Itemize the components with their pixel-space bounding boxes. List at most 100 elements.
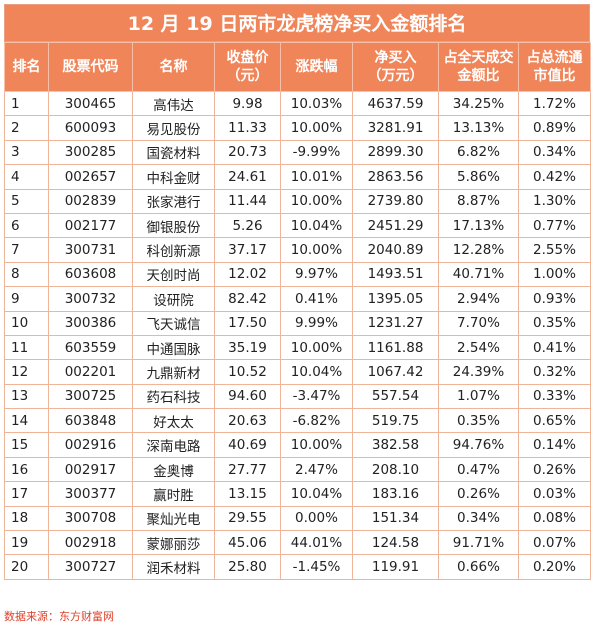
cell-rank: 17 xyxy=(4,481,49,507)
cell-ratio-float: 0.07% xyxy=(518,530,591,556)
header-ratio-turnover: 占全天成交 金额比 xyxy=(438,42,519,92)
cell-ratio-turnover: 5.86% xyxy=(438,164,519,190)
cell-code: 300465 xyxy=(48,90,133,117)
cell-change: 44.01% xyxy=(280,530,353,556)
table-row: 9 300732 设研院 82.42 0.41% 1395.05 2.94% 0.93% xyxy=(4,286,591,312)
cell-net-buy: 1493.51 xyxy=(352,261,439,288)
cell-code: 300377 xyxy=(48,481,133,507)
table-row: 10 300386 飞天诚信 17.50 9.99% 1231.27 7.70% 0.35% xyxy=(4,310,591,336)
cell-ratio-turnover: 17.13% xyxy=(438,212,519,239)
table-row: 1 300465 高伟达 9.98 10.03% 4637.59 34.25% 1.72% xyxy=(4,90,591,117)
cell-code: 300732 xyxy=(48,286,133,312)
table-row: 3 300285 国瓷材料 20.73 -9.99% 2899.30 6.82% 0.34% xyxy=(4,139,591,166)
cell-rank: 5 xyxy=(4,188,49,214)
cell-ratio-turnover: 2.94% xyxy=(438,286,519,312)
header-row: 排名 股票代码 名称 收盘价 （元） 涨跌幅 净买入 （万元） 占全天成交 金额… xyxy=(4,42,591,92)
cell-price: 94.60 xyxy=(214,383,281,410)
cell-change: 9.99% xyxy=(280,310,353,336)
cell-ratio-float: 0.65% xyxy=(518,408,591,434)
cell-change: 10.00% xyxy=(280,334,353,361)
cell-rank: 9 xyxy=(4,286,49,312)
cell-rank: 8 xyxy=(4,261,49,288)
cell-rank: 7 xyxy=(4,237,49,263)
cell-price: 17.50 xyxy=(214,310,281,336)
header-name: 名称 xyxy=(132,42,215,92)
cell-ratio-turnover: 0.47% xyxy=(438,456,519,483)
table-row: 4 002657 中科金财 24.61 10.01% 2863.56 5.86% 0.42% xyxy=(4,164,591,190)
cell-ratio-float: 0.32% xyxy=(518,359,591,385)
cell-code: 300725 xyxy=(48,383,133,410)
cell-change: 0.41% xyxy=(280,286,353,312)
table-row: 8 603608 天创时尚 12.02 9.97% 1493.51 40.71% 1.00% xyxy=(4,261,591,288)
cell-ratio-turnover: 6.82% xyxy=(438,139,519,166)
cell-rank: 2 xyxy=(4,115,49,141)
cell-rank: 10 xyxy=(4,310,49,336)
cell-ratio-float: 0.33% xyxy=(518,383,591,410)
cell-change: -1.45% xyxy=(280,554,353,580)
header-rank: 排名 xyxy=(4,42,49,92)
cell-rank: 15 xyxy=(4,432,49,458)
cell-price: 11.33 xyxy=(214,115,281,141)
cell-price: 12.02 xyxy=(214,261,281,288)
cell-ratio-turnover: 24.39% xyxy=(438,359,519,385)
table-title: 12 月 19 日两市龙虎榜净买入金额排名 xyxy=(4,4,590,42)
cell-change: 0.00% xyxy=(280,505,353,532)
cell-code: 603608 xyxy=(48,261,133,288)
cell-ratio-float: 1.30% xyxy=(518,188,591,214)
cell-price: 24.61 xyxy=(214,164,281,190)
cell-ratio-turnover: 2.54% xyxy=(438,334,519,361)
header-price: 收盘价 （元） xyxy=(214,42,281,92)
cell-net-buy: 2899.30 xyxy=(352,139,439,166)
cell-name: 润禾材料 xyxy=(132,554,215,580)
cell-rank: 16 xyxy=(4,456,49,483)
cell-name: 飞天诚信 xyxy=(132,310,215,336)
cell-net-buy: 557.54 xyxy=(352,383,439,410)
cell-change: -6.82% xyxy=(280,408,353,434)
table-row: 2 600093 易见股份 11.33 10.00% 3281.91 13.13% 0.89% xyxy=(4,115,591,141)
cell-ratio-float: 0.35% xyxy=(518,310,591,336)
cell-code: 300731 xyxy=(48,237,133,263)
cell-name: 中通国脉 xyxy=(132,334,215,361)
table-row: 6 002177 御银股份 5.26 10.04% 2451.29 17.13% 0.77% xyxy=(4,212,591,239)
cell-ratio-float: 0.03% xyxy=(518,481,591,507)
cell-name: 赢时胜 xyxy=(132,481,215,507)
cell-price: 20.63 xyxy=(214,408,281,434)
table-row: 11 603559 中通国脉 35.19 10.00% 1161.88 2.54% 0.41% xyxy=(4,334,591,361)
cell-name: 张家港行 xyxy=(132,188,215,214)
cell-ratio-float: 1.72% xyxy=(518,90,591,117)
cell-code: 002201 xyxy=(48,359,133,385)
cell-name: 设研院 xyxy=(132,286,215,312)
cell-price: 45.06 xyxy=(214,530,281,556)
cell-price: 40.69 xyxy=(214,432,281,458)
cell-code: 300727 xyxy=(48,554,133,580)
cell-net-buy: 2451.29 xyxy=(352,212,439,239)
cell-ratio-float: 0.93% xyxy=(518,286,591,312)
cell-net-buy: 1395.05 xyxy=(352,286,439,312)
cell-change: 10.00% xyxy=(280,237,353,263)
cell-ratio-float: 2.55% xyxy=(518,237,591,263)
cell-name: 科创新源 xyxy=(132,237,215,263)
cell-rank: 4 xyxy=(4,164,49,190)
table-row: 20 300727 润禾材料 25.80 -1.45% 119.91 0.66% 0.20% xyxy=(4,554,591,580)
cell-rank: 19 xyxy=(4,530,49,556)
table-row: 16 002917 金奥博 27.77 2.47% 208.10 0.47% 0.26% xyxy=(4,456,591,483)
cell-net-buy: 183.16 xyxy=(352,481,439,507)
cell-code: 300708 xyxy=(48,505,133,532)
header-change: 涨跌幅 xyxy=(280,42,353,92)
cell-ratio-turnover: 40.71% xyxy=(438,261,519,288)
cell-name: 天创时尚 xyxy=(132,261,215,288)
cell-change: 9.97% xyxy=(280,261,353,288)
cell-rank: 11 xyxy=(4,334,49,361)
cell-net-buy: 1231.27 xyxy=(352,310,439,336)
cell-price: 11.44 xyxy=(214,188,281,214)
cell-price: 27.77 xyxy=(214,456,281,483)
cell-ratio-turnover: 94.76% xyxy=(438,432,519,458)
cell-ratio-turnover: 12.28% xyxy=(438,237,519,263)
table-row: 12 002201 九鼎新材 10.52 10.04% 1067.42 24.39% 0.32… xyxy=(4,359,591,385)
cell-net-buy: 4637.59 xyxy=(352,90,439,117)
cell-name: 国瓷材料 xyxy=(132,139,215,166)
table-row: 19 002918 蒙娜丽莎 45.06 44.01% 124.58 91.71% 0.07% xyxy=(4,530,591,556)
header-net-buy: 净买入 （万元） xyxy=(352,42,439,92)
cell-net-buy: 2739.80 xyxy=(352,188,439,214)
cell-net-buy: 151.34 xyxy=(352,505,439,532)
